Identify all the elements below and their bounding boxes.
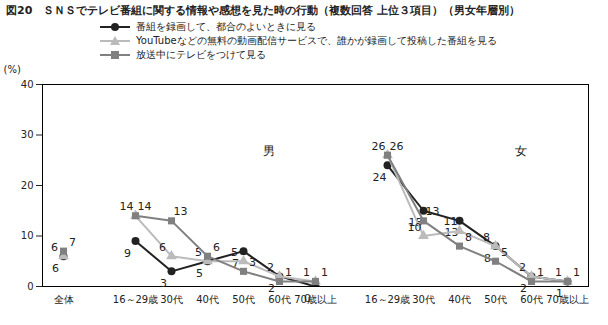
svg-text:20: 20 (21, 180, 34, 191)
svg-text:6: 6 (51, 241, 58, 254)
svg-text:全体: 全体 (54, 294, 74, 305)
svg-text:40: 40 (21, 79, 34, 90)
svg-text:8: 8 (465, 231, 472, 244)
svg-text:7: 7 (69, 236, 76, 249)
svg-text:9: 9 (124, 247, 131, 260)
svg-text:70歳以上: 70歳以上 (546, 294, 589, 305)
svg-text:8: 8 (483, 231, 490, 244)
svg-text:8: 8 (484, 251, 491, 265)
svg-text:26: 26 (372, 140, 386, 153)
svg-text:50代: 50代 (484, 294, 507, 305)
svg-text:1: 1 (556, 287, 563, 300)
svg-text:14: 14 (138, 200, 152, 213)
svg-text:50代: 50代 (232, 294, 255, 305)
svg-text:6: 6 (159, 241, 166, 254)
svg-text:40代: 40代 (196, 294, 219, 305)
svg-text:2: 2 (519, 261, 526, 274)
svg-text:13: 13 (174, 205, 188, 218)
svg-text:16～29歳: 16～29歳 (113, 294, 158, 305)
svg-text:1: 1 (555, 266, 562, 279)
svg-text:40代: 40代 (448, 294, 471, 305)
html-text:図20 ＳＮＳでテレビ番組に関する情報や感想を見た時の行動（: 図20 ＳＮＳでテレビ番組に関する情報や感想を見た時の行動（複数回答 上位３項目… (6, 4, 521, 17)
html-text:番組を録画して、都合のよいときに見る: 番組を録画して、都合のよいときに見る (136, 21, 316, 32)
svg-text:男: 男 (263, 144, 275, 158)
svg-text:13: 13 (426, 205, 440, 218)
svg-text:0: 0 (27, 281, 33, 292)
svg-text:70歳以上: 70歳以上 (294, 294, 337, 305)
svg-text:14: 14 (120, 200, 134, 213)
svg-text:11: 11 (444, 215, 458, 228)
svg-text:26: 26 (390, 140, 404, 153)
svg-text:30代: 30代 (412, 294, 435, 305)
svg-text:5: 5 (196, 267, 203, 280)
svg-text:2: 2 (520, 282, 527, 295)
svg-text:16～29歳: 16～29歳 (365, 294, 410, 305)
svg-text:24: 24 (373, 171, 387, 184)
svg-text:1: 1 (537, 266, 544, 279)
svg-text:1: 1 (285, 266, 292, 279)
svg-text:6: 6 (52, 262, 59, 275)
svg-text:5: 5 (231, 246, 238, 259)
svg-text:0: 0 (304, 292, 311, 305)
svg-text:2: 2 (268, 282, 275, 295)
svg-text:女: 女 (515, 144, 527, 158)
html-text:放送中にテレビをつけて見る: 放送中にテレビをつけて見る (136, 49, 266, 60)
svg-text:3: 3 (249, 256, 256, 269)
svg-text:60代: 60代 (520, 294, 543, 305)
svg-text:30: 30 (21, 129, 34, 140)
svg-text:1: 1 (303, 266, 310, 279)
svg-text:5: 5 (195, 245, 202, 259)
svg-text:6: 6 (213, 241, 220, 254)
svg-text:10: 10 (408, 221, 422, 234)
html-text:YouTubeなどの無料の動画配信サービスで、誰かが録画して: YouTubeなどの無料の動画配信サービスで、誰かが録画して投稿した番組を見る (136, 35, 497, 46)
svg-text:30代: 30代 (160, 294, 183, 305)
svg-text:1: 1 (321, 266, 328, 279)
svg-text:10: 10 (21, 230, 34, 241)
svg-text:1: 1 (573, 266, 580, 279)
svg-text:3: 3 (160, 277, 167, 290)
svg-text:2: 2 (267, 261, 274, 274)
svg-text:(%): (%) (4, 64, 21, 75)
svg-text:5: 5 (501, 246, 508, 259)
svg-text:60代: 60代 (268, 294, 291, 305)
